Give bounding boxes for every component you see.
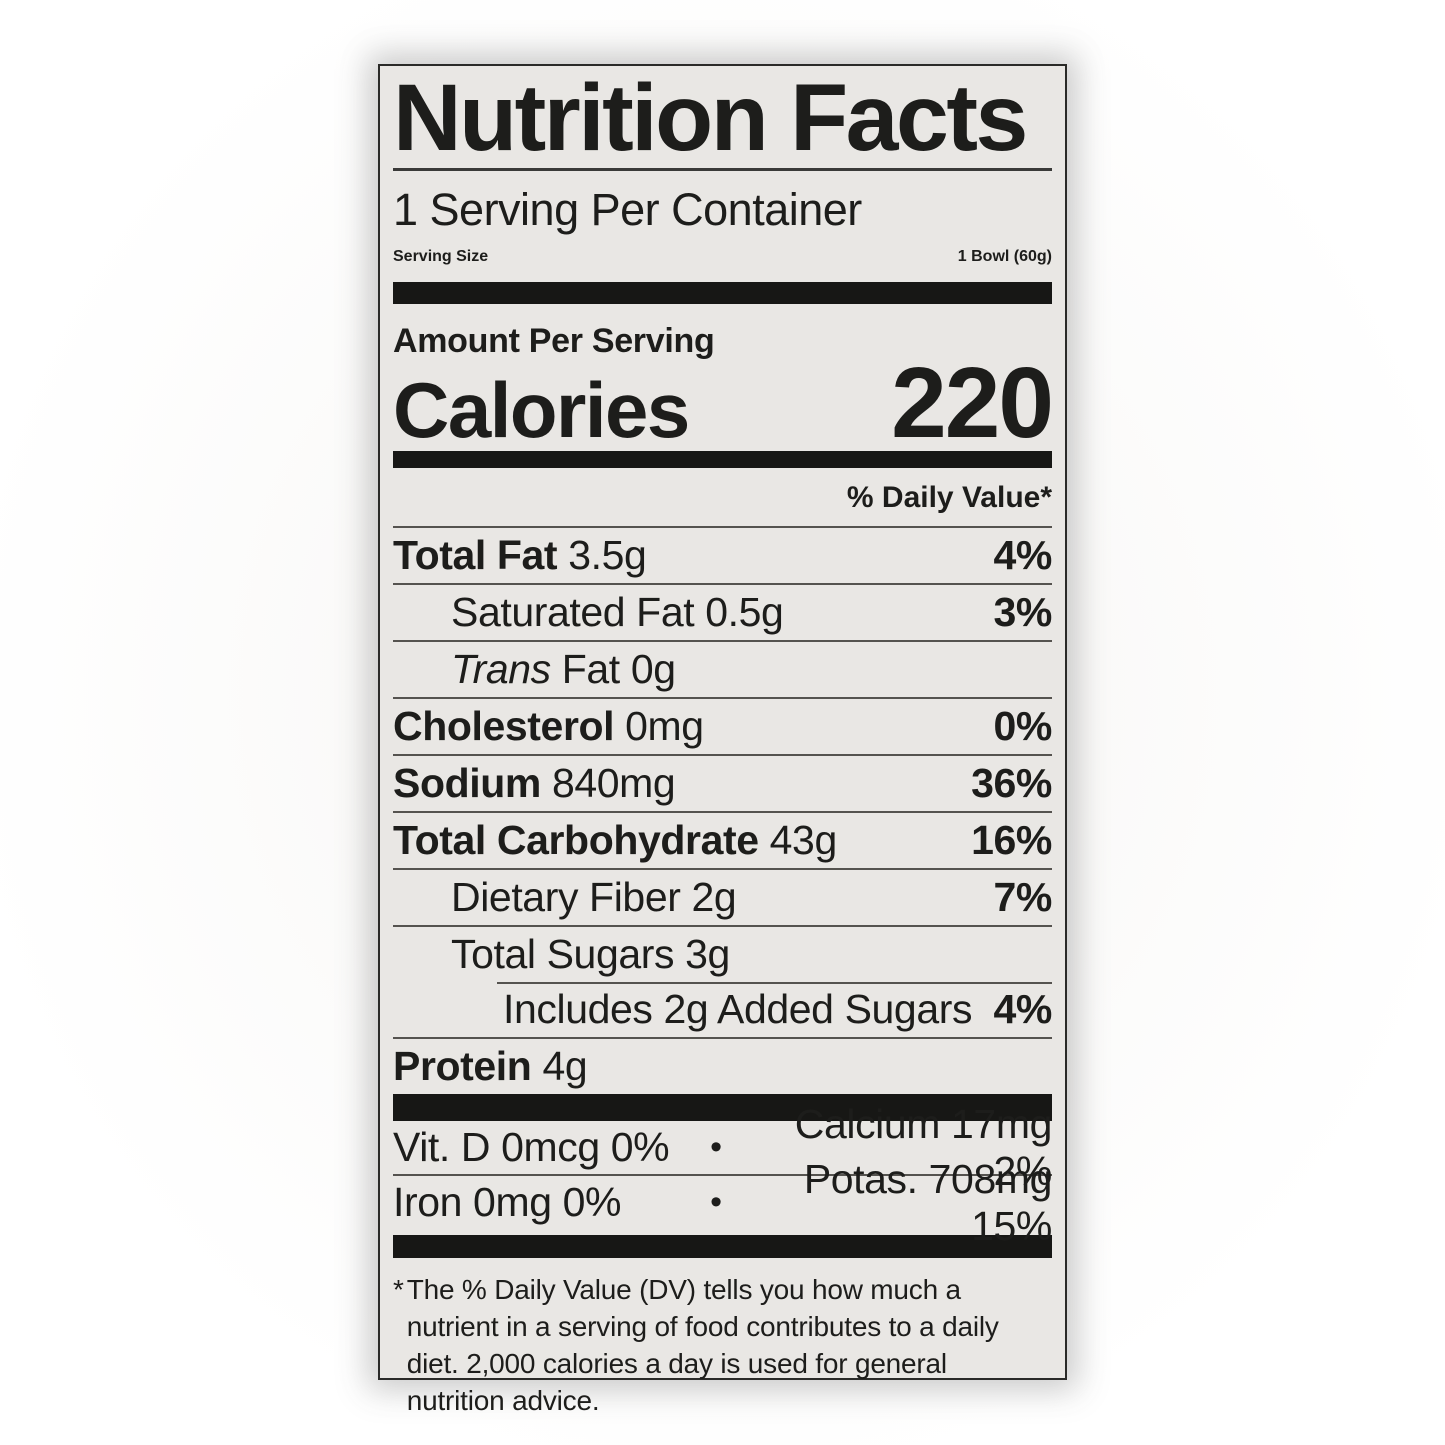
servings-per-container: 1 Serving Per Container: [393, 184, 862, 236]
daily-value-header: % Daily Value*: [846, 481, 1052, 515]
title-divider: [393, 168, 1052, 172]
nutrient-name: Fat: [561, 646, 620, 693]
nutrient-row-cholesterol: Cholesterol 0mg 0%: [393, 697, 1052, 754]
nutrient-name: Includes 2g Added Sugars: [503, 986, 973, 1033]
label-title: Nutrition Facts: [393, 65, 1028, 171]
nutrient-row-total-carbohydrate: Total Carbohydrate 43g 16%: [393, 811, 1052, 868]
nutrient-name: Total Fat: [393, 532, 558, 579]
thick-bar-footnote: [393, 1235, 1052, 1259]
nutrient-name: Total Sugars: [451, 931, 675, 978]
nutrient-dv: 4%: [993, 532, 1053, 579]
nutrient-dv: 4%: [993, 986, 1053, 1033]
nutrient-name: Saturated Fat: [451, 589, 695, 636]
nutrient-name: Sodium: [393, 760, 541, 807]
nutrient-amount: 2g: [691, 874, 737, 921]
nutrient-row-sodium: Sodium 840mg 36%: [393, 754, 1052, 811]
nutrient-amount: 3g: [685, 931, 730, 978]
medium-bar-calories: [393, 451, 1052, 469]
nutrient-name-italic: Trans: [451, 646, 551, 693]
calories-value: 220: [891, 347, 1054, 460]
micronutrient-right: Potas. 708mg 15%: [803, 1155, 1053, 1249]
nutrient-amount: 0mg: [625, 703, 704, 750]
micronutrient-left: Iron 0mg 0%: [393, 1179, 622, 1226]
daily-value-footnote: * The % Daily Value (DV) tells you how m…: [393, 1258, 1052, 1420]
micronutrient-row-iron-potassium: Iron 0mg 0% • Potas. 708mg 15%: [393, 1156, 1052, 1249]
nutrient-row-protein: Protein 4g: [393, 1037, 1052, 1094]
nutrition-facts-label: Nutrition Facts 1 Serving Per Container …: [378, 64, 1067, 1416]
nutrient-name: Protein: [393, 1043, 532, 1090]
bullet-separator: •: [710, 1183, 722, 1222]
nutrient-row-total-fat: Total Fat 3.5g 4%: [393, 526, 1052, 583]
nutrient-amount: 0g: [630, 646, 676, 693]
bullet-separator: •: [710, 1128, 722, 1167]
nutrient-dv: 7%: [993, 874, 1053, 921]
amount-per-serving: Amount Per Serving: [393, 322, 715, 361]
nutrient-amount: 3.5g: [568, 532, 647, 579]
nutrient-row-total-sugars: Total Sugars 3g: [393, 925, 1052, 982]
nutrient-dv: 3%: [993, 589, 1053, 636]
micronutrient-row-vitd-calcium: Vit. D 0mcg 0% • Calcium 17mg 2%: [393, 1101, 1052, 1194]
serving-size-row: Serving Size 1 Bowl (60g): [393, 248, 1052, 266]
micronutrient-right: Calcium 17mg 2%: [794, 1100, 1053, 1194]
nutrient-amount: 0.5g: [705, 589, 784, 636]
serving-size-value: 1 Bowl (60g): [957, 248, 1052, 266]
nutrient-dv: 0%: [993, 703, 1053, 750]
nutrient-amount: 4g: [542, 1043, 588, 1090]
nutrient-name: Dietary Fiber: [451, 874, 681, 921]
nutrient-row-added-sugars: Includes 2g Added Sugars 4%: [393, 982, 1052, 1037]
nutrient-name: Total Carbohydrate: [393, 817, 759, 864]
thick-bar-serving: [393, 282, 1052, 305]
thick-bar-protein: [393, 1094, 1052, 1122]
nutrient-amount: 840mg: [551, 760, 676, 807]
micronutrient-left: Vit. D 0mcg 0%: [393, 1124, 670, 1171]
nutrient-dv: 36%: [971, 760, 1052, 807]
nutrient-row-trans-fat: Trans Fat 0g: [393, 640, 1052, 697]
footnote-text: The % Daily Value (DV) tells you how muc…: [406, 1274, 999, 1416]
nutrient-amount: 43g: [769, 817, 838, 864]
nutrient-name: Cholesterol: [393, 703, 615, 750]
nutrient-dv: 16%: [971, 817, 1052, 864]
calories-row: Calories 220: [393, 347, 1054, 460]
serving-size-label: Serving Size: [393, 248, 489, 266]
nutrient-row-dietary-fiber: Dietary Fiber 2g 7%: [393, 868, 1052, 925]
nutrient-row-saturated-fat: Saturated Fat 0.5g 3%: [393, 583, 1052, 640]
footnote-asterisk: *: [393, 1274, 404, 1306]
calories-label: Calories: [393, 366, 690, 455]
